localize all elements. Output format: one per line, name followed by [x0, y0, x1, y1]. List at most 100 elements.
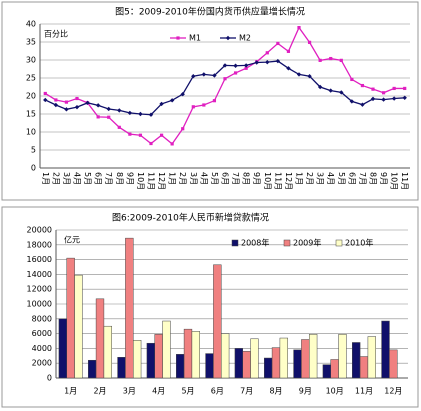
point — [297, 26, 301, 30]
x-tick-label: 11月 — [147, 172, 156, 190]
x-tick-label: 7月 — [358, 172, 367, 185]
bar — [58, 318, 68, 379]
point — [265, 51, 269, 55]
point — [85, 100, 90, 106]
x-tick-label: 5月 — [83, 172, 92, 185]
x-tick-label: 11月 — [273, 172, 282, 190]
y-tick-label: 4000 — [32, 344, 52, 353]
point — [54, 98, 58, 102]
point — [370, 96, 376, 102]
point — [202, 103, 206, 107]
chart-title: 图5：2009-2010年份国内货币供应量增长情况 — [115, 6, 305, 18]
x-tick-label: 4月 — [73, 172, 82, 185]
point — [148, 112, 154, 117]
y-tick-label: 35 — [26, 38, 36, 47]
point — [307, 40, 312, 44]
x-tick-label: 7月 — [240, 387, 253, 396]
bar — [183, 328, 193, 379]
legend-label: M2 — [239, 34, 251, 43]
bar — [220, 333, 230, 379]
point — [360, 102, 365, 107]
y-tick-label: 18000 — [27, 240, 52, 249]
y-tick-label: 14000 — [27, 270, 52, 279]
x-tick-label: 8月 — [242, 172, 251, 185]
point — [329, 56, 333, 61]
point — [223, 77, 227, 81]
x-tick-label: 3月 — [189, 172, 198, 185]
legend-label: 2008年 — [241, 238, 269, 248]
x-tick-label: 10月 — [263, 172, 272, 190]
bar — [352, 342, 361, 379]
point — [391, 96, 397, 101]
point — [43, 91, 47, 96]
bar — [88, 359, 97, 379]
x-tick-label: 5月 — [181, 387, 194, 396]
x-tick-label: 4月 — [199, 172, 208, 185]
point — [95, 103, 101, 108]
point — [107, 115, 111, 119]
y-tick-label: 0 — [31, 164, 36, 173]
legend-swatch — [335, 239, 343, 247]
x-tick-label: 4月 — [326, 172, 335, 185]
bar — [264, 357, 273, 379]
y-axis-label: 百分比 — [44, 29, 68, 39]
point — [212, 73, 217, 78]
y-tick-label: 2000 — [32, 359, 52, 368]
bar — [279, 337, 288, 379]
x-tick-label: 12月 — [384, 387, 402, 396]
y-tick-label: 30 — [26, 56, 36, 65]
bar — [367, 336, 376, 379]
y-tick-label: 0 — [47, 374, 52, 383]
bar — [176, 354, 185, 379]
x-tick-label: 8月 — [269, 387, 282, 396]
y-tick-label: 20000 — [27, 226, 52, 235]
legend-swatch — [283, 239, 291, 247]
chart-title: 图6:2009-2010年人民币新增贷款情况 — [112, 212, 269, 224]
x-tick-label: 3月 — [123, 387, 136, 396]
point — [212, 99, 217, 103]
bar — [381, 320, 390, 379]
bar — [213, 264, 222, 379]
x-tick-label: 3月 — [62, 172, 71, 185]
point — [169, 98, 175, 103]
x-tick-label: 2月 — [178, 172, 187, 185]
legend-label: 2010年 — [345, 238, 373, 248]
bar — [74, 274, 83, 379]
x-tick-label: 2月 — [305, 172, 314, 185]
x-tick-label: 9月 — [252, 172, 261, 185]
bar — [154, 334, 163, 379]
y-tick-label: 16000 — [27, 255, 52, 264]
x-tick-label: 8月 — [369, 172, 378, 185]
point — [159, 101, 164, 107]
bar — [250, 338, 259, 379]
bar — [125, 237, 134, 379]
point — [106, 106, 111, 112]
point — [222, 63, 228, 68]
point — [53, 102, 59, 108]
point — [180, 92, 185, 97]
point — [191, 105, 195, 109]
legend-label: M1 — [189, 34, 201, 43]
point — [138, 133, 143, 137]
bar — [191, 331, 200, 379]
y-tick-label: 20 — [26, 92, 36, 101]
point — [371, 87, 375, 91]
x-tick-label: 1月 — [41, 172, 50, 185]
x-tick-label: 10月 — [136, 172, 145, 190]
point — [276, 41, 280, 46]
point — [117, 108, 122, 113]
x-tick-label: 2月 — [93, 387, 106, 396]
point — [402, 95, 407, 100]
bar — [330, 359, 339, 379]
bar — [301, 339, 310, 379]
x-tick-label: 9月 — [299, 387, 312, 396]
bar — [132, 340, 142, 379]
point — [170, 142, 174, 146]
point — [117, 125, 121, 129]
point — [128, 132, 132, 136]
point — [75, 96, 79, 101]
bar — [242, 351, 251, 379]
x-tick-label: 12月 — [157, 172, 166, 190]
x-tick-label: 6月 — [221, 172, 230, 185]
